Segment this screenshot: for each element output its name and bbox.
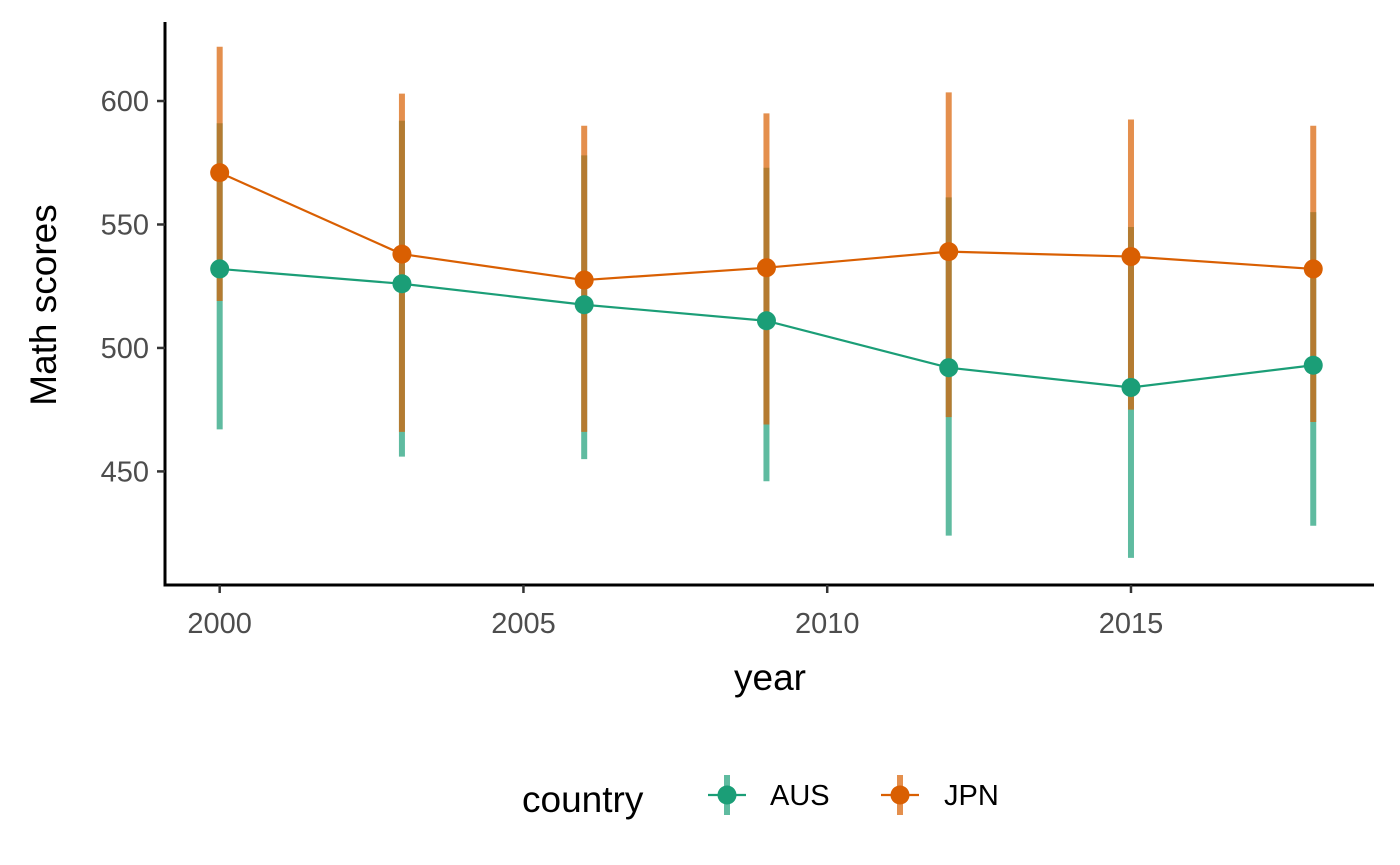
data-point-aus: [574, 295, 594, 315]
y-tick-label: 600: [101, 86, 149, 118]
data-point-jpn: [392, 244, 412, 264]
x-tick-label: 2015: [1099, 608, 1164, 640]
x-tick-label: 2010: [795, 608, 860, 640]
data-point-jpn: [574, 270, 594, 290]
y-axis-ticks: 450 500 550 600: [101, 86, 165, 488]
x-tick-label: 2000: [187, 608, 252, 640]
legend-key-point: [890, 785, 910, 805]
data-point-aus: [1303, 355, 1323, 375]
legend-item-aus: AUS: [708, 775, 830, 815]
data-point-jpn: [1121, 247, 1141, 267]
legend-label-jpn: JPN: [944, 780, 999, 812]
legend-item-jpn: JPN: [881, 775, 999, 815]
y-tick-label: 550: [101, 209, 149, 241]
data-point-jpn: [1303, 259, 1323, 279]
data-point-jpn: [756, 258, 776, 278]
data-point-jpn: [210, 163, 230, 183]
data-point-aus: [210, 259, 230, 279]
legend: country AUS JPN: [522, 775, 999, 820]
y-tick-label: 450: [101, 456, 149, 488]
data-point-jpn: [939, 242, 959, 262]
data-point-aus: [939, 358, 959, 378]
data-point-aus: [392, 274, 412, 294]
y-tick-label: 500: [101, 333, 149, 365]
x-axis-ticks: 2000 2005 2010 2015: [187, 585, 1163, 640]
data-point-aus: [1121, 377, 1141, 397]
y-axis-title: Math scores: [23, 204, 64, 406]
legend-key-point: [717, 785, 737, 805]
data-point-aus: [756, 311, 776, 331]
legend-title: country: [522, 779, 644, 820]
chart-marks: [210, 46, 1323, 558]
x-tick-label: 2005: [491, 608, 556, 640]
series-points: [210, 163, 1323, 397]
x-axis-title: year: [734, 657, 806, 698]
error-bars: [216, 46, 1317, 558]
legend-label-aus: AUS: [770, 780, 830, 812]
